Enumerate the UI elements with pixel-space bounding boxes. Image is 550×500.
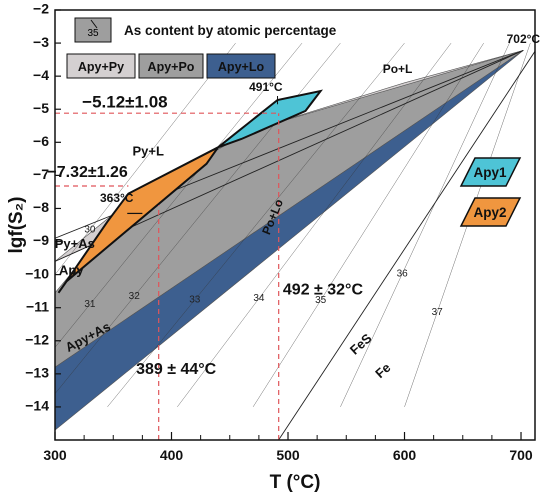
isopleth-30 bbox=[55, 42, 236, 275]
annotation-1: 491°C bbox=[249, 80, 283, 94]
annotation-13: FeS bbox=[347, 330, 375, 357]
legend-swatch-0 bbox=[66, 53, 136, 79]
isopleth-label-36: 36 bbox=[397, 269, 409, 280]
x-tick-label-700: 700 bbox=[509, 447, 533, 463]
isopleth-label-34: 34 bbox=[253, 293, 265, 304]
legend-swatch-2 bbox=[206, 53, 276, 79]
x-tick-label-400: 400 bbox=[160, 447, 184, 463]
legend: 35 As content by atomic percentage Apy+Py A… bbox=[66, 17, 337, 79]
legend-isopleth-tick bbox=[90, 19, 98, 29]
annotation-5: 492 ± 32°C bbox=[283, 281, 364, 298]
annotation-3: −5.12±1.08 bbox=[82, 93, 167, 112]
isopleth-label-32: 32 bbox=[129, 291, 141, 302]
legend-label-2: Apy+Lo bbox=[218, 60, 265, 74]
annotation-10: Apy bbox=[59, 263, 84, 278]
y-tick-label--2: −2 bbox=[33, 1, 49, 17]
sample-legend-label-1: Apy2 bbox=[473, 205, 506, 220]
sample-legend-swatch-1 bbox=[459, 197, 522, 227]
legend-isopleth-text: As content by atomic percentage bbox=[124, 23, 337, 38]
annotation-8: Py+L bbox=[132, 144, 163, 159]
isopleth-35 bbox=[252, 42, 484, 408]
annotation-14: Fe bbox=[372, 360, 393, 381]
y-tick-label--13: −13 bbox=[25, 365, 49, 381]
phase-field-apy-lo bbox=[55, 50, 524, 431]
annotation-6: 389 ± 44°C bbox=[136, 361, 217, 378]
y-tick-label--14: −14 bbox=[25, 398, 49, 414]
isopleth-label-31: 31 bbox=[84, 299, 96, 310]
sample-legend-swatch-0 bbox=[459, 157, 522, 187]
annotation-2: 363°C bbox=[100, 191, 134, 205]
legend-isopleth-number: 35 bbox=[87, 28, 99, 39]
annotation-7: Po+L bbox=[383, 62, 413, 76]
sample-legend-label-0: Apy1 bbox=[473, 165, 507, 180]
y-tick-label--8: −8 bbox=[33, 199, 49, 215]
y-tick-label--12: −12 bbox=[25, 331, 49, 347]
legend-label-1: Apy+Po bbox=[148, 60, 195, 74]
x-tick-label-300: 300 bbox=[43, 447, 67, 463]
isopleth-label-33: 33 bbox=[189, 295, 201, 306]
annotation-0: 702°C bbox=[507, 32, 541, 46]
x-tick-label-600: 600 bbox=[393, 447, 417, 463]
y-axis-title: lgf(S₂) bbox=[6, 197, 27, 254]
isopleth-label-35: 35 bbox=[315, 295, 327, 306]
series-apy1 bbox=[217, 89, 324, 149]
isopleth-31 bbox=[55, 42, 303, 348]
y-tick-label--10: −10 bbox=[25, 265, 49, 281]
y-tick-label--5: −5 bbox=[33, 100, 49, 116]
reaction-line-2 bbox=[278, 51, 535, 440]
isopleth-label-37: 37 bbox=[432, 307, 444, 318]
y-tick-label--3: −3 bbox=[33, 34, 49, 50]
series-apy2 bbox=[57, 146, 219, 294]
legend-label-0: Apy+Py bbox=[78, 60, 124, 74]
x-tick-label-500: 500 bbox=[276, 447, 300, 463]
isopleth-33 bbox=[107, 42, 405, 408]
y-tick-label--4: −4 bbox=[33, 67, 49, 83]
plot-frame bbox=[54, 9, 536, 441]
annotation-9: Py+As bbox=[55, 236, 95, 251]
y-tick-label--7: −7 bbox=[33, 166, 49, 182]
x-axis-title: T (°C) bbox=[270, 472, 321, 493]
y-tick-label--11: −11 bbox=[26, 298, 49, 314]
y-tick-label--9: −9 bbox=[33, 232, 49, 248]
isopleth-36 bbox=[340, 42, 510, 408]
y-tick-label--6: −6 bbox=[33, 133, 49, 149]
legend-swatch-1 bbox=[138, 53, 204, 79]
isopleth-label-30: 30 bbox=[84, 224, 96, 235]
annotation-4: −7.32±1.26 bbox=[47, 164, 128, 181]
